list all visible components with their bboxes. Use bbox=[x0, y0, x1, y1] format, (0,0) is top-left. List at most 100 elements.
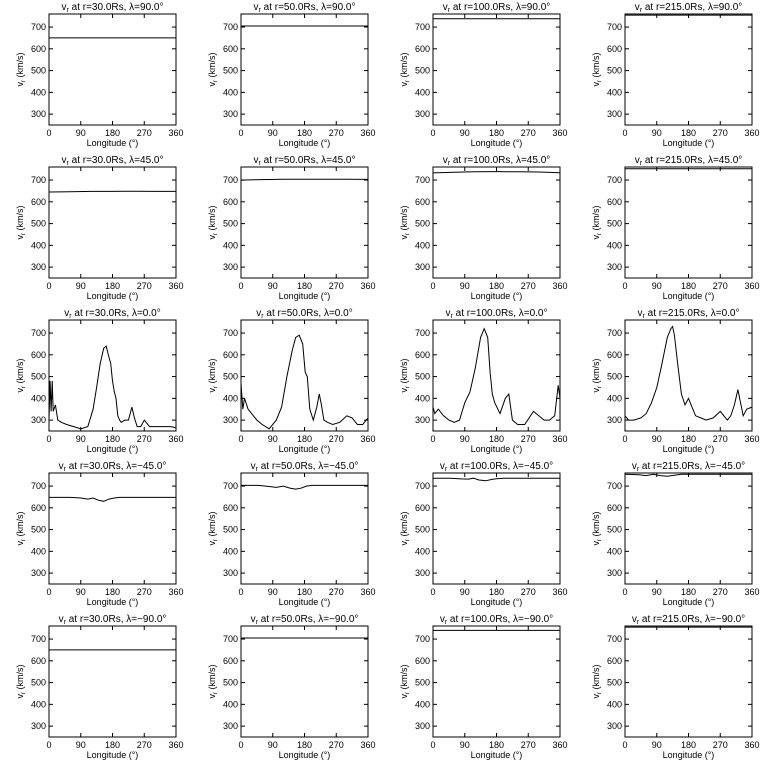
plot-frame bbox=[624, 472, 753, 585]
y-tick-label: 600 bbox=[607, 350, 622, 360]
panel-title: vr at r=215.0Rs, λ=45.0° bbox=[635, 155, 743, 167]
y-tick-label: 300 bbox=[223, 415, 238, 425]
y-tick-label: 700 bbox=[607, 175, 622, 185]
y-tick-label: 400 bbox=[31, 87, 46, 97]
x-tick-label: 180 bbox=[105, 281, 120, 291]
x-tick-label: 270 bbox=[713, 587, 728, 597]
panel-16: vr at r=215.0Rs, λ=−45.0° 0 90 180 270 360 300… bbox=[591, 461, 760, 607]
y-tick-label: 400 bbox=[415, 87, 430, 97]
x-tick-label: 180 bbox=[297, 587, 312, 597]
plot-frame bbox=[240, 13, 369, 126]
panel-20: vr at r=215.0Rs, λ=−90.0° 0 90 180 270 360 300… bbox=[591, 614, 760, 760]
x-tick-label: 90 bbox=[652, 740, 662, 750]
y-tick-label: 700 bbox=[415, 22, 430, 32]
panel-title: vr at r=50.0Rs, λ=90.0° bbox=[254, 2, 356, 14]
x-axis-label: Longitude (°) bbox=[279, 138, 331, 148]
x-tick-label: 360 bbox=[168, 587, 183, 597]
x-axis-label: Longitude (°) bbox=[87, 291, 139, 301]
panel-15: vr at r=100.0Rs, λ=−45.0° 0 90 180 270 360 300… bbox=[399, 461, 568, 607]
series-line bbox=[624, 325, 753, 421]
y-axis-label: vr (km/s) bbox=[15, 206, 27, 240]
x-tick-label: 180 bbox=[681, 281, 696, 291]
y-tick-label: 300 bbox=[31, 415, 46, 425]
x-tick-label: 0 bbox=[238, 740, 243, 750]
y-tick-label: 400 bbox=[223, 240, 238, 250]
y-axis-label: vr (km/s) bbox=[15, 512, 27, 546]
panel-title: vr at r=100.0Rs, λ=−45.0° bbox=[440, 461, 553, 473]
y-tick-label: 600 bbox=[223, 350, 238, 360]
panel-5: vr at r=30.0Rs, λ=45.0° 0 90 180 270 360 300 40… bbox=[15, 155, 184, 301]
x-tick-label: 180 bbox=[489, 434, 504, 444]
y-tick-label: 300 bbox=[31, 568, 46, 578]
y-tick-label: 700 bbox=[415, 634, 430, 644]
panel-title: vr at r=215.0Rs, λ=−90.0° bbox=[632, 614, 745, 626]
x-tick-label: 270 bbox=[329, 281, 344, 291]
y-tick-label: 400 bbox=[31, 240, 46, 250]
y-tick-label: 300 bbox=[607, 415, 622, 425]
plot-frame bbox=[48, 319, 177, 432]
x-tick-label: 360 bbox=[552, 740, 567, 750]
x-tick-label: 90 bbox=[268, 740, 278, 750]
x-tick-label: 360 bbox=[168, 740, 183, 750]
y-tick-label: 700 bbox=[415, 328, 430, 338]
panel-title: vr at r=30.0Rs, λ=90.0° bbox=[62, 2, 164, 14]
x-tick-label: 0 bbox=[46, 281, 51, 291]
x-axis-label: Longitude (°) bbox=[663, 138, 715, 148]
x-axis-label: Longitude (°) bbox=[279, 444, 331, 454]
x-tick-label: 180 bbox=[105, 587, 120, 597]
series-line bbox=[624, 473, 752, 477]
series-line bbox=[241, 484, 368, 490]
plot-frame bbox=[624, 319, 753, 432]
x-tick-label: 0 bbox=[238, 281, 243, 291]
x-axis-label: Longitude (°) bbox=[663, 597, 715, 607]
plot-frame bbox=[240, 625, 369, 738]
y-tick-label: 300 bbox=[415, 568, 430, 578]
panel-6: vr at r=50.0Rs, λ=45.0° 0 90 180 270 360 300 40… bbox=[207, 155, 376, 301]
y-tick-label: 500 bbox=[31, 219, 46, 229]
y-tick-label: 400 bbox=[607, 546, 622, 556]
panel-title: vr at r=100.0Rs, λ=45.0° bbox=[443, 155, 551, 167]
x-tick-label: 180 bbox=[297, 740, 312, 750]
series-line bbox=[48, 190, 176, 193]
x-axis-label: Longitude (°) bbox=[663, 444, 715, 454]
y-tick-label: 400 bbox=[415, 546, 430, 556]
y-tick-label: 700 bbox=[607, 328, 622, 338]
y-tick-label: 500 bbox=[31, 372, 46, 382]
y-axis-label: vr (km/s) bbox=[591, 206, 603, 240]
panel-11: vr at r=100.0Rs, λ=0.0° 0 90 180 270 360 300 40… bbox=[399, 308, 568, 454]
x-tick-label: 360 bbox=[744, 128, 759, 138]
x-tick-label: 270 bbox=[329, 587, 344, 597]
x-tick-label: 180 bbox=[105, 434, 120, 444]
panel-7: vr at r=100.0Rs, λ=45.0° 0 90 180 270 360 300 4… bbox=[399, 155, 568, 301]
panel-19: vr at r=100.0Rs, λ=−90.0° 0 90 180 270 360 300… bbox=[399, 614, 568, 760]
y-tick-label: 700 bbox=[223, 22, 238, 32]
y-tick-label: 300 bbox=[31, 721, 46, 731]
x-tick-label: 0 bbox=[430, 740, 435, 750]
x-tick-label: 0 bbox=[430, 128, 435, 138]
y-tick-label: 500 bbox=[607, 525, 622, 535]
panel-title: vr at r=50.0Rs, λ=0.0° bbox=[256, 308, 352, 320]
x-tick-label: 270 bbox=[137, 740, 152, 750]
x-tick-label: 180 bbox=[489, 281, 504, 291]
y-tick-label: 400 bbox=[31, 546, 46, 556]
x-tick-label: 360 bbox=[744, 434, 759, 444]
x-tick-label: 360 bbox=[552, 128, 567, 138]
x-axis-label: Longitude (°) bbox=[87, 138, 139, 148]
x-tick-label: 180 bbox=[681, 128, 696, 138]
x-tick-label: 180 bbox=[297, 281, 312, 291]
y-tick-label: 500 bbox=[223, 372, 238, 382]
x-tick-label: 0 bbox=[622, 587, 627, 597]
panel-8: vr at r=215.0Rs, λ=45.0° 0 90 180 270 360 300 4… bbox=[591, 155, 760, 301]
panel-title: vr at r=30.0Rs, λ=45.0° bbox=[62, 155, 164, 167]
x-tick-label: 90 bbox=[460, 128, 470, 138]
x-tick-label: 0 bbox=[238, 128, 243, 138]
x-tick-label: 0 bbox=[622, 740, 627, 750]
y-tick-label: 600 bbox=[223, 503, 238, 513]
panel-13: vr at r=30.0Rs, λ=−45.0° 0 90 180 270 360 300 4… bbox=[15, 461, 184, 607]
y-tick-label: 500 bbox=[223, 525, 238, 535]
plot-frame bbox=[624, 166, 753, 279]
x-tick-label: 360 bbox=[168, 281, 183, 291]
x-axis-label: Longitude (°) bbox=[471, 750, 523, 760]
series-line bbox=[48, 345, 177, 430]
